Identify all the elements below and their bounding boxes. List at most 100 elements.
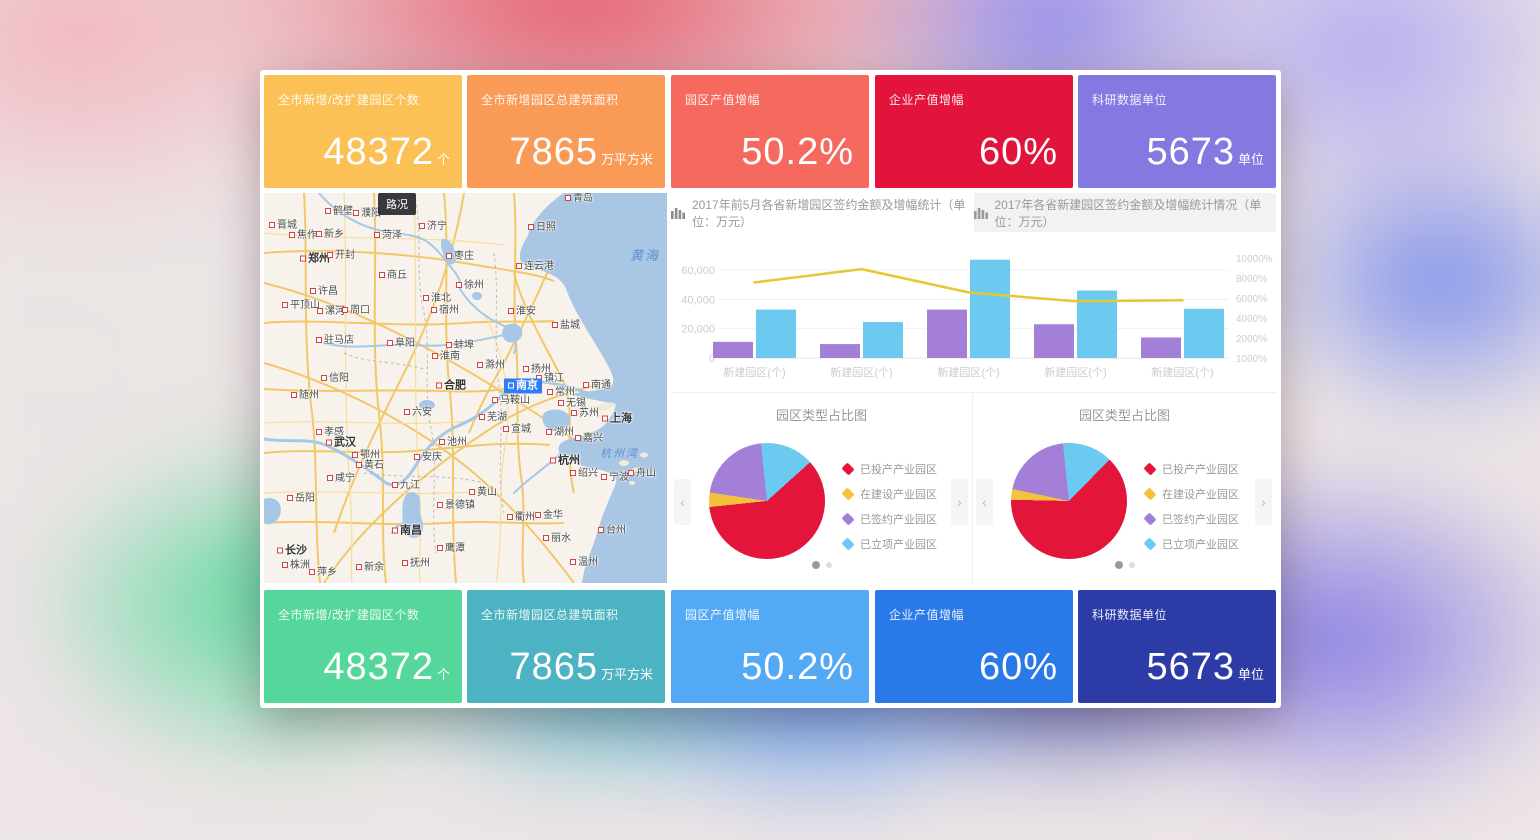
tab-bar-chart-2[interactable]: 2017年各省新建园区签约金额及增幅统计情况（单位：万元） [973, 193, 1276, 232]
map-city-label: 淮北 [423, 294, 451, 304]
map-marker-icon [575, 435, 581, 442]
bar-新增面积[interactable] [1141, 337, 1181, 358]
bar-新增面积[interactable] [713, 341, 753, 358]
pie-chart[interactable] [709, 443, 825, 559]
map-city-label: 台州 [598, 526, 626, 536]
map-city-label: 南昌 [392, 525, 422, 537]
diamond-marker-icon [1143, 462, 1157, 476]
stat-card-title: 科研数据单位 [1092, 608, 1168, 622]
diamond-marker-icon [1143, 487, 1157, 501]
map-city-label: 安庆 [414, 453, 442, 463]
map-marker-icon [535, 512, 541, 519]
chart-tabs: 2017年前5月各省新增园区签约金额及增幅统计（单位：万元） 2017年各省新建… [671, 193, 1276, 232]
map-marker-icon [316, 337, 322, 344]
bar-新增面积[interactable] [1034, 324, 1074, 358]
stat-card-bottom-4: 企业产值增幅 60% [875, 590, 1073, 703]
map-marker-icon [552, 322, 558, 329]
carousel-next-button[interactable]: › [951, 479, 968, 525]
bar-签约金额[interactable] [756, 309, 796, 358]
line-series[interactable] [753, 267, 1184, 303]
map-city-label: 无锡 [558, 399, 586, 409]
bar-签约金额[interactable] [1184, 308, 1224, 358]
pie-panel-2: 园区类型占比图 ‹ › 已投产产业园区 在建设产业园区 已签约产业园区 已立项产… [973, 392, 1276, 584]
carousel-dot[interactable] [1128, 561, 1135, 568]
bar-新增面积[interactable] [820, 344, 860, 358]
map-city-label: 周口 [342, 306, 370, 316]
map-city-label: 马鞍山 [492, 396, 530, 406]
china-region-map[interactable]: 晋城 鹤壁 濮阳 焦作 新乡 菏泽 济宁 枣庄 郑州 开封 商丘 徐州 许昌 淮北 平顶山 漯河 周口 宿州 驻马店… [264, 193, 667, 583]
map-marker-icon [601, 474, 607, 481]
map-marker-icon [503, 426, 509, 433]
map-marker-icon [423, 295, 429, 302]
map-marker-icon [392, 482, 398, 489]
map-sea [519, 193, 667, 583]
carousel-next-button[interactable]: › [1255, 479, 1272, 525]
x-axis-label: 新建园区(个) [1151, 365, 1213, 379]
carousel-prev-button[interactable]: ‹ [976, 479, 993, 525]
map-city-label: 鄂州 [352, 451, 380, 461]
map-marker-icon [316, 231, 322, 238]
map-marker-icon [571, 410, 577, 417]
bar-新增面积[interactable] [927, 309, 967, 358]
diamond-marker-icon [841, 487, 855, 501]
map-city-label: 上海 [602, 413, 632, 425]
map-city-label: 萍乡 [309, 568, 337, 578]
map-city-label: 杭州 [550, 455, 580, 467]
diamond-marker-icon [841, 512, 855, 526]
map-marker-icon [282, 302, 288, 309]
legend-item[interactable]: 在建设产业园区 [841, 486, 937, 502]
stat-card-bottom-1: 全市新增/改扩建园区个数 48372 个 [264, 590, 462, 703]
map-city-label: 济宁 [419, 222, 447, 232]
map-city-label: 鹰潭 [437, 544, 465, 554]
map-city-label: 徐州 [456, 281, 484, 291]
diamond-marker-icon [841, 537, 855, 551]
map-city-label: 嘉兴 [575, 434, 603, 444]
stat-card-title: 企业产值增幅 [889, 93, 965, 107]
pie-chart-title: 园区类型占比图 [1078, 408, 1170, 423]
map-city-label: 开封 [327, 251, 355, 261]
carousel-dot[interactable] [1114, 560, 1123, 569]
map-marker-icon [287, 495, 293, 502]
map-city-label: 景德镇 [437, 501, 475, 511]
stat-card-title: 园区产值增幅 [685, 608, 761, 622]
map-city-label: 宣城 [503, 425, 531, 435]
bar-chart-icon [973, 208, 988, 219]
map-marker-icon [419, 223, 425, 230]
bar-line-chart[interactable]: 60,000 40,000 20,000 0 10000% 8000% 6000% 4000%… [671, 232, 1276, 392]
map-tooltip[interactable]: 路况 [378, 193, 416, 215]
map-city-label: 枣庄 [446, 252, 474, 262]
legend-item[interactable]: 已立项产业园区 [1143, 536, 1239, 552]
map-marker-icon [508, 382, 514, 389]
sea-label-hangzhou-bay: 杭州湾 [600, 448, 639, 460]
map-marker-icon [583, 382, 589, 389]
pie-chart[interactable] [1011, 443, 1127, 559]
bar-签约金额[interactable] [970, 259, 1010, 358]
legend-item[interactable]: 在建设产业园区 [1143, 486, 1239, 502]
legend-item[interactable]: 已投产产业园区 [841, 461, 937, 477]
legend-item[interactable]: 已签约产业园区 [841, 511, 937, 527]
map-city-label: 濮阳 [353, 209, 381, 219]
map-islands [590, 402, 648, 485]
map-marker-icon [414, 454, 420, 461]
carousel-prev-button[interactable]: ‹ [674, 479, 691, 525]
map-city-label: 滁州 [477, 361, 505, 371]
stat-card-title: 全市新增园区总建筑面积 [481, 93, 619, 107]
stat-card-value: 48372 [323, 646, 434, 688]
pie-panel-1: 园区类型占比图 ‹ › 已投产产业园区 在建设产业园区 已签约产业园区 已立项产… [671, 392, 973, 584]
carousel-dot[interactable] [811, 560, 820, 569]
carousel-dots [973, 556, 1276, 574]
stat-card-value: 60% [978, 646, 1058, 688]
map-city-label: 孝感 [316, 428, 344, 438]
legend-item[interactable]: 已投产产业园区 [1143, 461, 1239, 477]
map-marker-icon [327, 475, 333, 482]
map-city-label: 随州 [291, 391, 319, 401]
bar-签约金额[interactable] [863, 322, 903, 358]
legend-item[interactable]: 已签约产业园区 [1143, 511, 1239, 527]
map-marker-icon [543, 535, 549, 542]
stat-card-unit: 单位 [1237, 667, 1264, 682]
carousel-dot[interactable] [825, 561, 832, 568]
tab-bar-chart-1[interactable]: 2017年前5月各省新增园区签约金额及增幅统计（单位：万元） [671, 193, 974, 232]
diamond-marker-icon [1143, 537, 1157, 551]
legend-item[interactable]: 已立项产业园区 [841, 536, 937, 552]
stat-card-value: 60% [978, 131, 1058, 173]
